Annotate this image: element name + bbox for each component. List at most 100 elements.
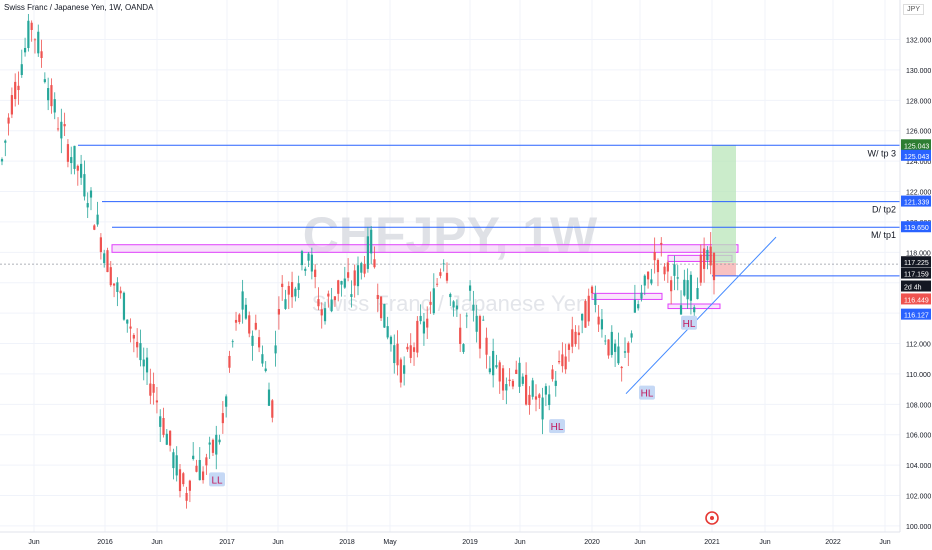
candle-body xyxy=(0,159,4,162)
candle-body xyxy=(251,335,254,346)
candle-body xyxy=(231,341,234,343)
candle-body xyxy=(106,250,109,273)
candle-body xyxy=(20,64,23,76)
currency-button[interactable]: JPY xyxy=(903,4,924,15)
x-tick-label: Jun xyxy=(28,539,39,546)
y-tick-label: 132.000 xyxy=(906,38,931,45)
candle-body xyxy=(379,296,383,319)
candle-body xyxy=(287,285,290,295)
time-axis[interactable]: Jun 2016 Jun 2017 Jun 2018 May 2019 Jun 2020 Jun 20… xyxy=(0,531,900,546)
candle-body xyxy=(89,190,93,198)
candle-body xyxy=(310,254,313,272)
trendline-layer[interactable] xyxy=(625,236,777,395)
candle-body xyxy=(96,214,99,225)
candle-body xyxy=(551,369,554,380)
candle-body xyxy=(610,331,613,355)
candle-body xyxy=(376,294,379,300)
candle-body xyxy=(475,315,478,332)
annotation-badge xyxy=(681,315,697,330)
candle-body xyxy=(439,272,442,276)
price-label: 116.449 xyxy=(904,297,929,304)
candle-body xyxy=(277,309,280,315)
candle-body xyxy=(132,334,135,339)
candle-body xyxy=(103,253,106,264)
candle-body xyxy=(60,121,63,139)
candle-body xyxy=(83,174,86,197)
candle-body xyxy=(109,267,112,286)
candle-body xyxy=(548,394,551,406)
candle-body xyxy=(152,384,155,393)
x-tick-label: 2018 xyxy=(339,539,355,546)
candle-body xyxy=(600,319,604,330)
price-label: 125.043 xyxy=(904,143,929,150)
candle-body xyxy=(307,253,310,261)
candle-body xyxy=(93,225,96,230)
y-tick-label: 108.000 xyxy=(906,402,931,409)
candle-body xyxy=(50,85,53,107)
candle-body xyxy=(429,301,432,305)
level-lines: W/ tp 3 D/ tp2 M/ tp1 xyxy=(0,144,900,277)
candle-body xyxy=(472,304,475,311)
candle-body xyxy=(112,283,116,286)
candle-body xyxy=(617,346,620,364)
candle-body xyxy=(86,203,89,208)
candle-body xyxy=(37,31,40,54)
candle-body xyxy=(670,280,673,292)
candle-body xyxy=(498,362,501,382)
candle-body xyxy=(656,259,660,273)
candle-body xyxy=(195,465,198,472)
candle-body xyxy=(294,288,297,297)
candle-body xyxy=(528,394,531,406)
level-label: M/ tp1 xyxy=(871,230,896,240)
level-label: W/ tp 3 xyxy=(867,148,896,158)
candle-body xyxy=(314,269,317,277)
candle-body xyxy=(40,51,43,59)
price-label-bg xyxy=(901,308,931,320)
candle-body xyxy=(393,345,396,364)
candle-body xyxy=(574,331,577,345)
candle-body xyxy=(327,293,330,297)
candle-body xyxy=(561,354,564,367)
candle-body xyxy=(587,295,590,322)
x-tick-label: 2021 xyxy=(704,539,720,546)
candle-body xyxy=(554,380,557,386)
candle-body xyxy=(119,290,122,294)
candle-body xyxy=(63,124,66,127)
candle-body xyxy=(178,469,182,492)
y-tick-label: 100.000 xyxy=(906,524,931,531)
candle-body xyxy=(274,345,277,354)
candle-body xyxy=(10,95,13,115)
x-tick-label: Jun xyxy=(151,539,162,546)
candle-body xyxy=(673,264,676,276)
candle-body xyxy=(201,471,205,481)
candle-body xyxy=(518,362,521,387)
candle-body xyxy=(17,85,20,91)
y-tick-label: 128.000 xyxy=(906,98,931,105)
x-tick-label: Jun xyxy=(879,539,890,546)
candle-body xyxy=(525,374,528,405)
candle-body xyxy=(370,229,373,254)
candle-body xyxy=(594,293,597,305)
candle-body xyxy=(142,359,145,367)
candle-body xyxy=(386,326,389,338)
candle-body xyxy=(623,351,627,353)
candle-body xyxy=(162,418,165,435)
candle-body xyxy=(442,263,445,265)
x-tick-label: Jun xyxy=(272,539,283,546)
candle-body xyxy=(258,337,261,348)
candle-body xyxy=(577,332,580,336)
y-tick-label: 112.000 xyxy=(906,342,931,349)
candle-body xyxy=(426,318,429,328)
candle-body xyxy=(43,79,46,83)
candle-body xyxy=(482,319,485,321)
candle-body xyxy=(139,343,142,361)
candle-body xyxy=(646,271,650,280)
trendline xyxy=(625,236,777,395)
y-tick-label: 102.000 xyxy=(906,494,931,501)
candle-body xyxy=(455,305,458,310)
candle-body xyxy=(182,473,185,485)
candle-body xyxy=(683,279,686,296)
candle-body xyxy=(347,272,350,278)
candle-body xyxy=(584,301,587,328)
